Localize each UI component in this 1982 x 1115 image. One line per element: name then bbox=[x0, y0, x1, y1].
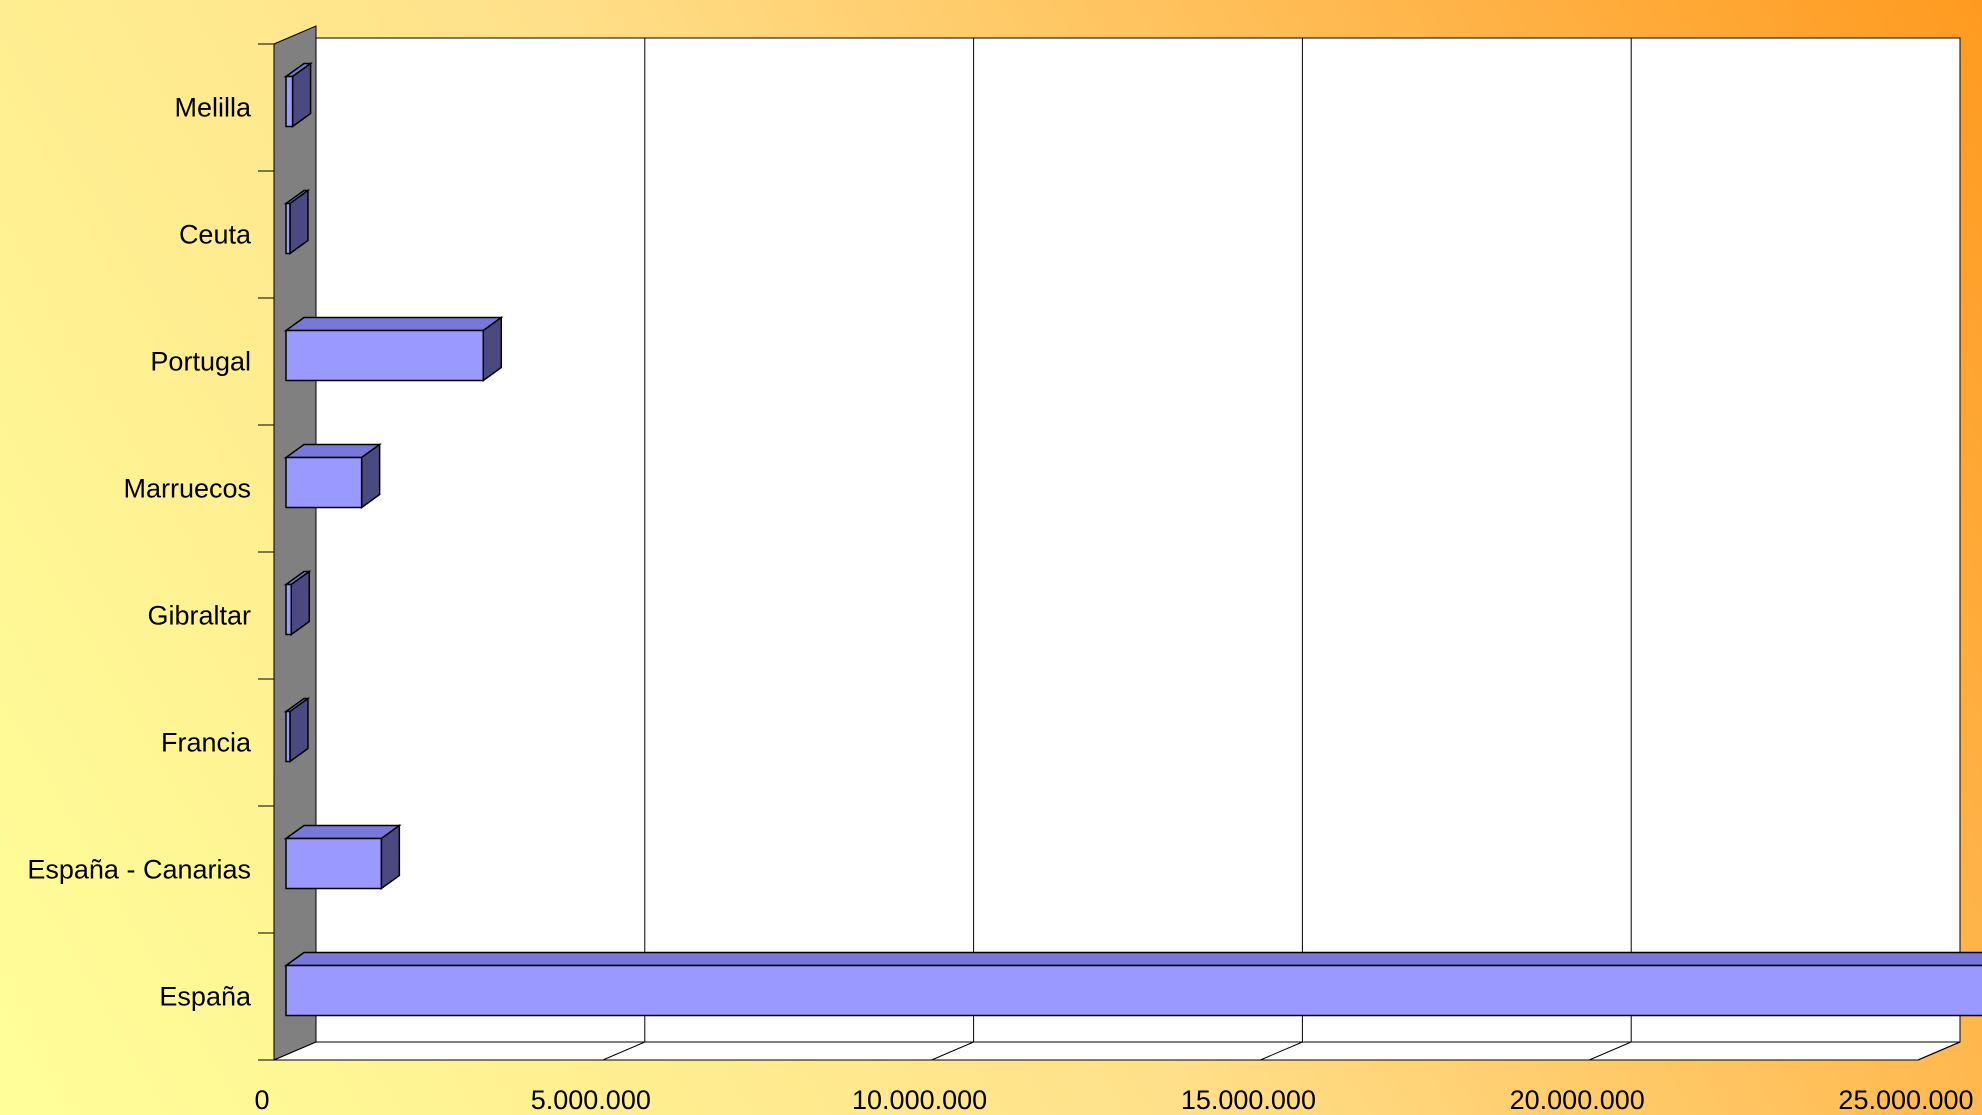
plot-back-wall bbox=[315, 37, 1961, 1043]
bar bbox=[283, 62, 313, 128]
bar-front bbox=[285, 710, 291, 763]
bar-top bbox=[283, 316, 504, 332]
bar bbox=[283, 697, 311, 763]
category-label: Portugal bbox=[150, 347, 251, 377]
floor-panel bbox=[273, 1041, 1961, 1061]
category-label: Francia bbox=[161, 728, 252, 758]
bar-front bbox=[285, 456, 363, 509]
bar-front bbox=[285, 837, 383, 890]
floor-gridline bbox=[931, 1041, 974, 1061]
side-wall-panel bbox=[273, 25, 317, 1061]
x-tick-label: 20.000.000 bbox=[1510, 1085, 1645, 1115]
side-wall bbox=[273, 25, 317, 1061]
bar bbox=[283, 951, 1982, 1017]
bar-front bbox=[285, 329, 485, 382]
floor bbox=[258, 43, 1961, 1061]
floor-gridline bbox=[1917, 1041, 1961, 1061]
bar bbox=[283, 824, 402, 890]
bar bbox=[283, 316, 504, 382]
x-tick-labels: 0 5.000.000 10.000.000 15.000.000 20.000.000… bbox=[254, 1085, 1973, 1115]
category-label: Marruecos bbox=[123, 474, 251, 504]
x-tick-label: 5.000.000 bbox=[531, 1085, 651, 1115]
x-tick-label: 15.000.000 bbox=[1181, 1085, 1316, 1115]
bar-front bbox=[285, 202, 291, 255]
category-label: España bbox=[159, 982, 252, 1012]
bar-top bbox=[283, 824, 402, 840]
category-label: Ceuta bbox=[179, 220, 252, 250]
category-label: Gibraltar bbox=[147, 601, 251, 631]
gridlines bbox=[644, 38, 1632, 1042]
category-label: España - Canarias bbox=[27, 855, 251, 885]
x-tick-label: 0 bbox=[254, 1085, 269, 1115]
bar bbox=[283, 570, 312, 636]
bar-front bbox=[285, 583, 293, 636]
bar-front bbox=[285, 75, 294, 128]
bar-front bbox=[285, 964, 1982, 1017]
bar-top bbox=[283, 951, 1982, 967]
x-tick-label: 25.000.000 bbox=[1838, 1085, 1973, 1115]
category-labels: Melilla Ceuta Portugal Marruecos Gibraltar Fr… bbox=[27, 93, 252, 1012]
bars bbox=[283, 62, 1982, 1017]
floor-gridline bbox=[1260, 1041, 1303, 1061]
bar bbox=[283, 189, 311, 255]
floor-gridline bbox=[1589, 1041, 1632, 1061]
category-label: Melilla bbox=[174, 93, 252, 123]
floor-gridline bbox=[602, 1041, 645, 1061]
bar bbox=[283, 443, 382, 509]
plot-area bbox=[315, 37, 1961, 1043]
x-tick-label: 10.000.000 bbox=[852, 1085, 987, 1115]
